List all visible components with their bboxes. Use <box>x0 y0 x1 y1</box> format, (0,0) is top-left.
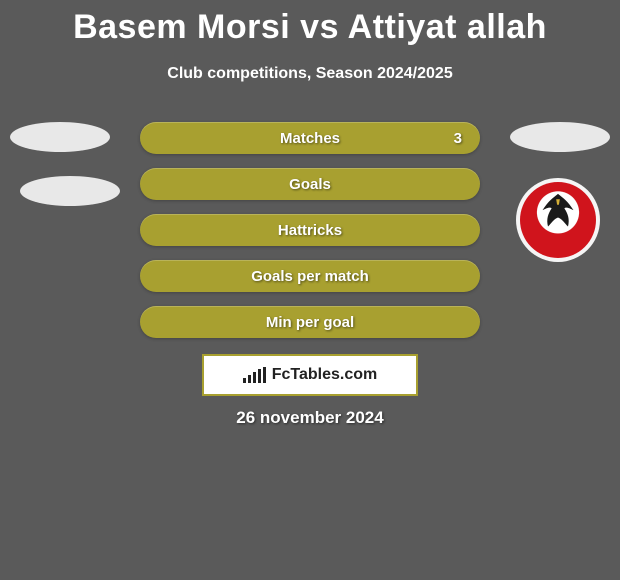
stat-label: Hattricks <box>278 222 342 239</box>
stat-label: Goals <box>289 176 331 193</box>
source-label: FcTables.com <box>272 366 378 384</box>
stat-row-goals-per-match: Goals per match <box>140 260 480 292</box>
player-right-avatar <box>510 122 610 152</box>
stat-row-goals: Goals <box>140 168 480 200</box>
stat-row-hattricks: Hattricks <box>140 214 480 246</box>
al-ahly-badge-icon <box>520 182 596 258</box>
stat-value-right: 3 <box>454 130 462 147</box>
stat-label: Min per goal <box>266 314 354 331</box>
stat-label: Goals per match <box>251 268 369 285</box>
stat-label: Matches <box>280 130 340 147</box>
stat-row-matches: Matches 3 <box>140 122 480 154</box>
stats-rows: Matches 3 Goals Hattricks Goals per matc… <box>140 122 480 352</box>
player-left-avatar <box>10 122 110 152</box>
player-left-club-avatar <box>20 176 120 206</box>
footer-date: 26 november 2024 <box>0 408 620 428</box>
source-attribution: FcTables.com <box>202 354 418 396</box>
stat-row-min-per-goal: Min per goal <box>140 306 480 338</box>
bars-icon <box>243 367 266 383</box>
season-subtitle: Club competitions, Season 2024/2025 <box>0 65 620 83</box>
eagle-icon <box>535 192 581 232</box>
player-right-club-badge <box>516 178 600 262</box>
page-title: Basem Morsi vs Attiyat allah <box>0 0 620 47</box>
